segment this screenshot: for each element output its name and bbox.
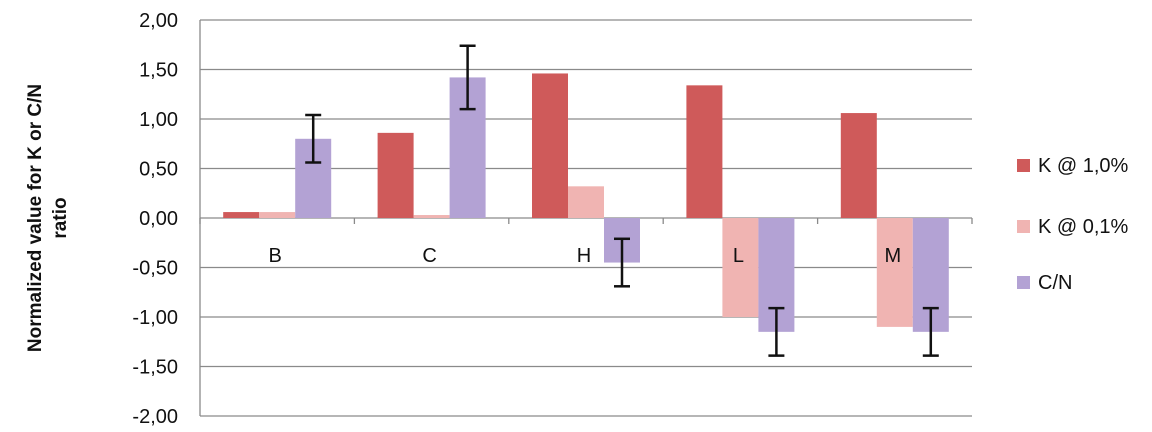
bar xyxy=(413,215,450,218)
y-axis-label: Normalized value for K or C/N ratio xyxy=(25,84,71,352)
legend-swatch xyxy=(1017,276,1030,289)
x-category-label: C xyxy=(422,245,436,267)
y-tick-label: 0,50 xyxy=(139,159,178,181)
y-tick-label: 1,00 xyxy=(139,109,178,131)
y-axis-ticks: 2,00 1,50 1,00 0,50 0,00 -0,50 -1,00 -1,50 -2,00 xyxy=(132,10,178,428)
bar xyxy=(377,132,414,218)
legend-label: K @ 1,0% xyxy=(1038,155,1129,177)
bar xyxy=(876,218,913,327)
legend-label: C/N xyxy=(1038,272,1072,294)
bar xyxy=(223,212,260,218)
y-tick-label: 1,50 xyxy=(139,60,178,82)
legend-label: K @ 0,1% xyxy=(1038,216,1129,238)
y-tick-label: -1,50 xyxy=(132,357,178,379)
y-axis-label-line-2: ratio xyxy=(50,197,71,238)
bar xyxy=(532,73,568,219)
bar xyxy=(568,186,604,218)
x-category-label: H xyxy=(577,245,591,267)
y-tick-label: 2,00 xyxy=(139,10,178,32)
y-tick-label: -2,00 xyxy=(132,406,178,428)
x-category-label: B xyxy=(269,245,282,267)
y-tick-label: 0,00 xyxy=(139,208,178,230)
y-axis-label-line-1: Normalized value for K or C/N xyxy=(25,84,46,352)
y-tick-label: -1,00 xyxy=(132,307,178,329)
bar xyxy=(840,113,877,218)
legend-swatch xyxy=(1017,159,1030,172)
legend-swatch xyxy=(1017,220,1030,233)
y-tick-label: -0,50 xyxy=(132,258,178,280)
x-category-label: M xyxy=(884,245,901,267)
x-category-label: L xyxy=(733,245,744,267)
error-bars xyxy=(305,44,939,357)
bar xyxy=(686,85,723,218)
legend: K @ 1,0% K @ 0,1% C/N xyxy=(1017,155,1129,294)
bar xyxy=(722,218,759,317)
bars xyxy=(223,73,949,332)
bar xyxy=(259,212,296,218)
